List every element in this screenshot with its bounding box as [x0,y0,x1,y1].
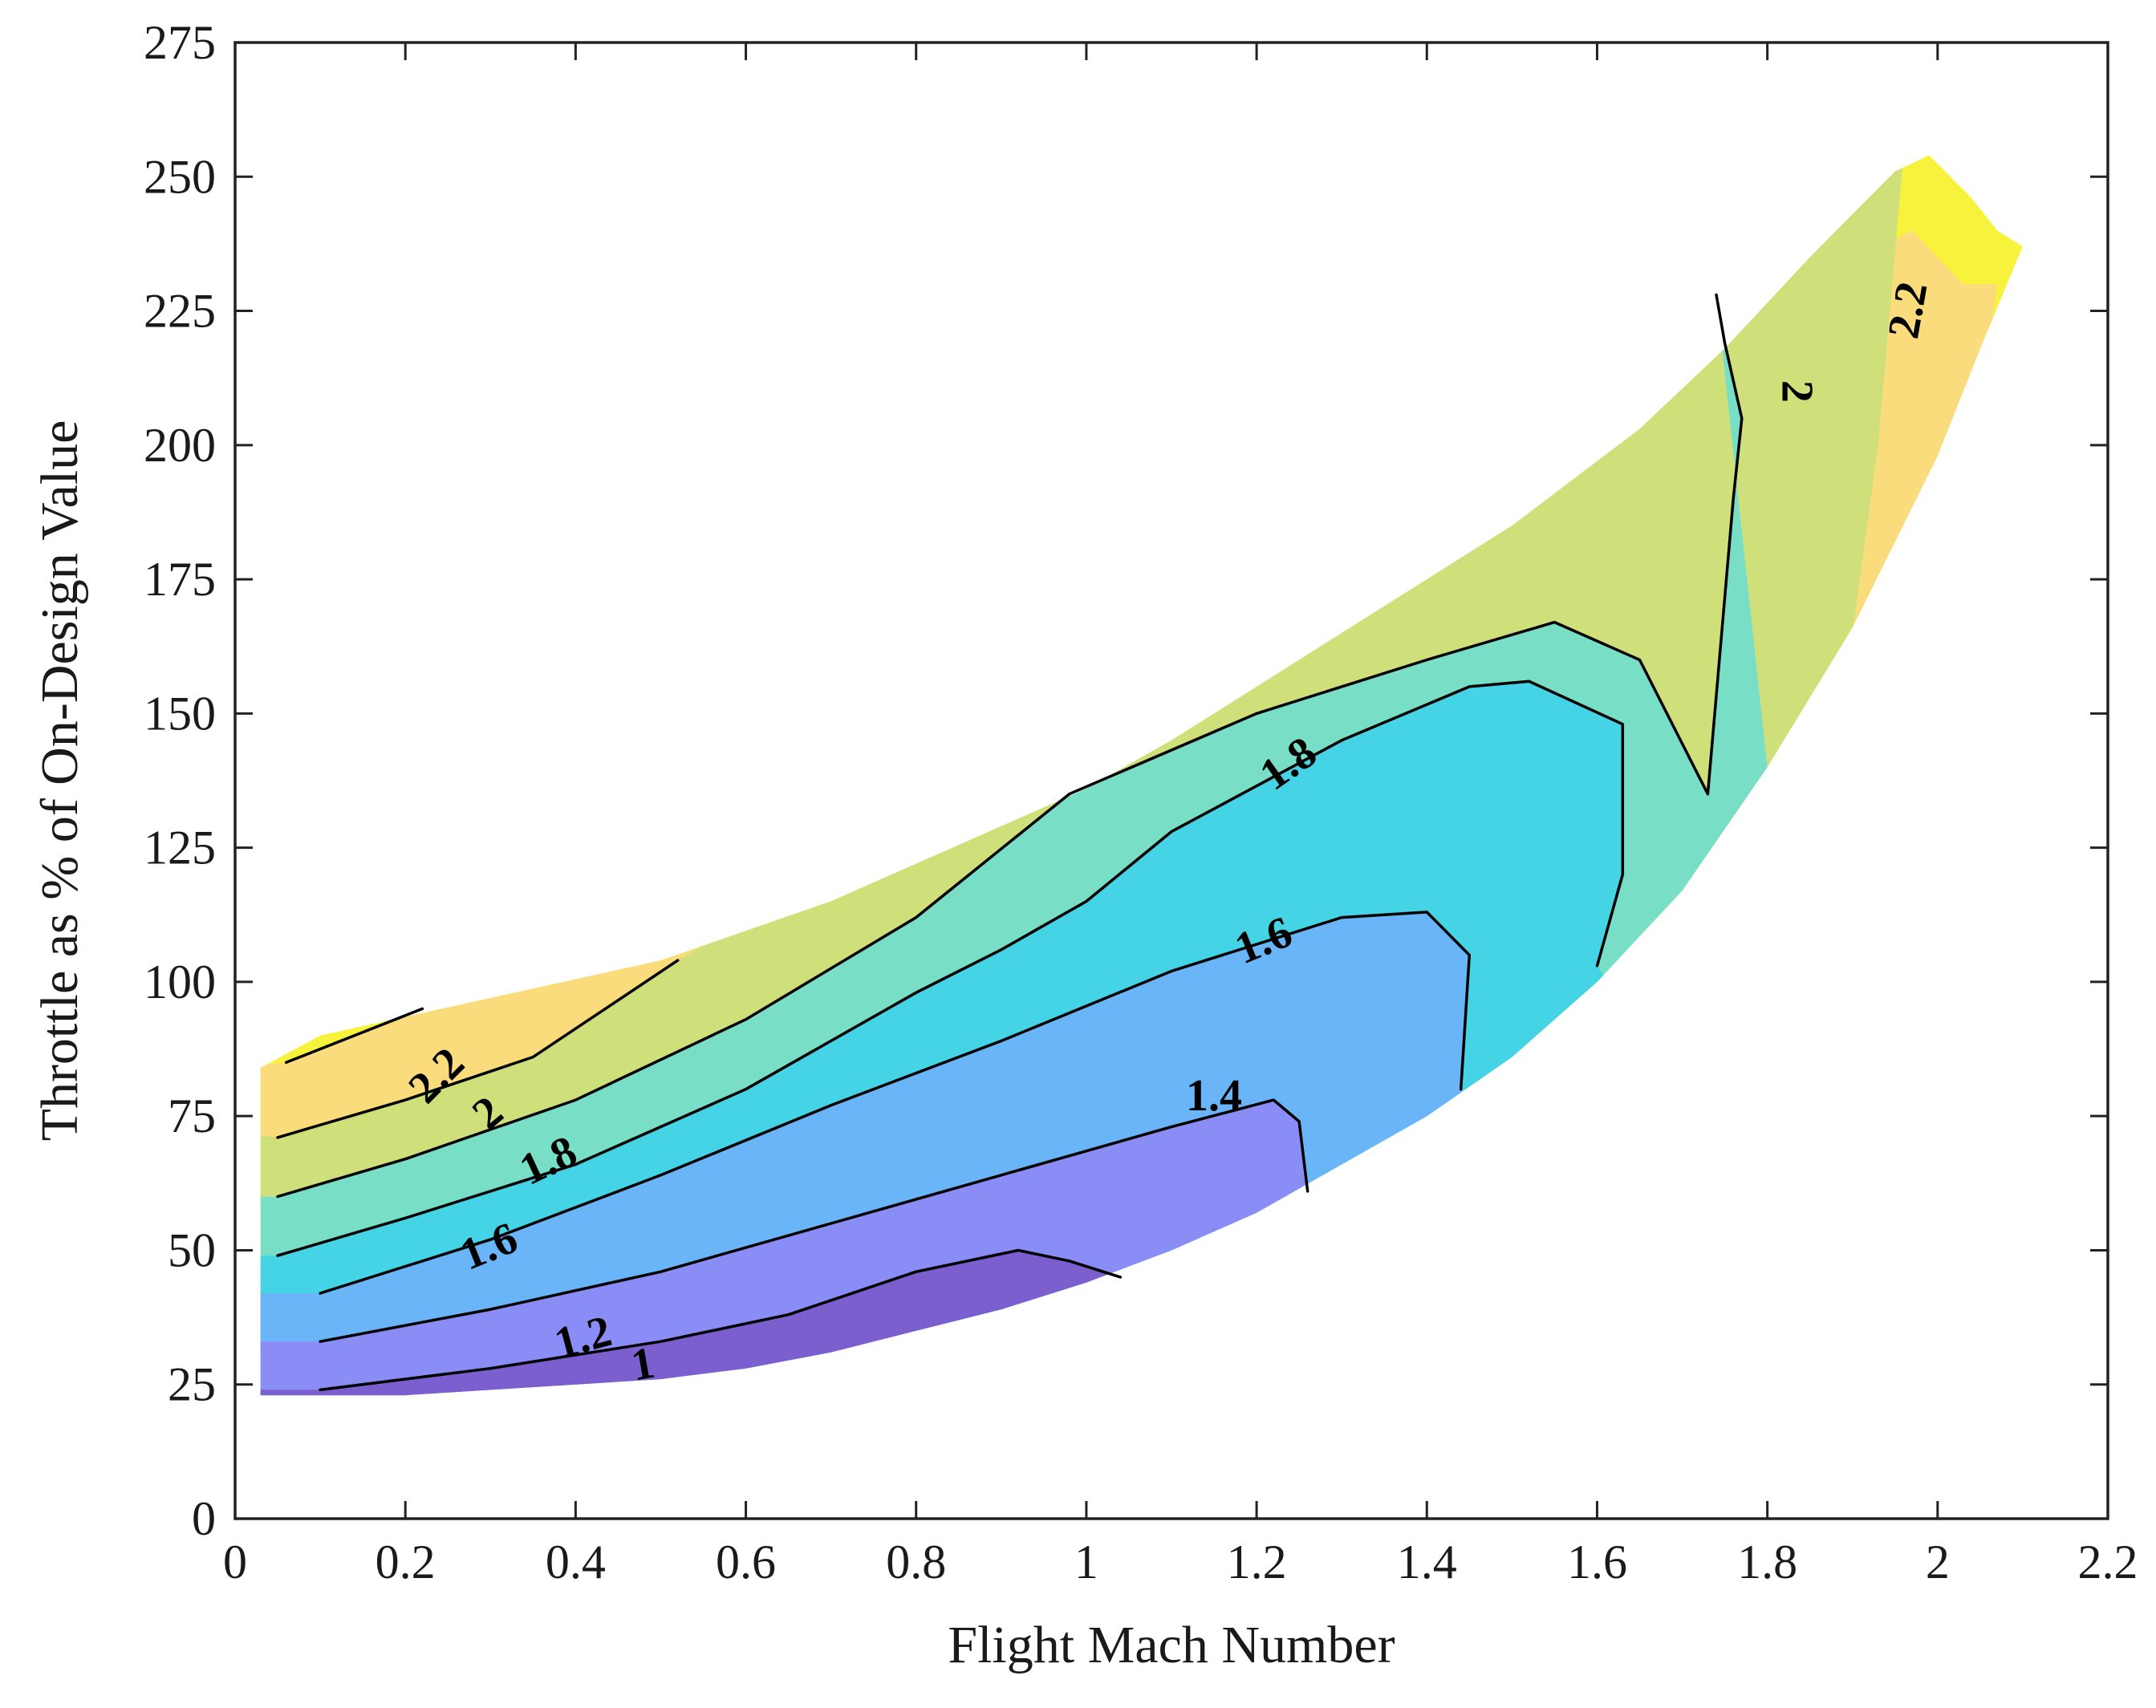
y-axis-ticks: 0 25 50 75 100 125 150 175 200 225 250 275 [144,16,2108,1545]
fill-band-<1 [260,1250,2023,1396]
x-tick-label: 2 [1926,1536,1950,1588]
y-tick-label: 225 [144,285,216,338]
x-tick-label: 0.6 [716,1536,776,1588]
x-tick-label: 1.6 [1567,1536,1627,1588]
x-tick-label: 0.8 [886,1536,946,1588]
y-tick-label: 100 [144,955,216,1008]
contour-line-2 [276,959,680,1139]
contour-line-2.2 [284,1007,424,1065]
contour-labels: 2.221.81.61.2 11.41.61.822.2 [399,278,1937,1391]
x-tick-label: 2.2 [2078,1536,2138,1588]
x-tick-label: 1.4 [1397,1536,1457,1588]
filled-contour-region [260,155,2023,1396]
y-tick-label: 200 [144,419,216,472]
x-tick-label: 0.4 [546,1536,606,1588]
plot-frame [233,41,2109,1520]
x-axis-ticks: 0 0.2 0.4 0.6 0.8 1 1.2 1.4 1.6 1.8 2 2.2 [223,43,2138,1588]
contour-line-1.2 [319,1098,1309,1343]
y-tick-label: 50 [168,1223,216,1276]
x-tick-label: 0.2 [376,1536,436,1588]
y-axis-label: Throttle as % of On-Design Value [30,420,89,1142]
x-tick-label: 1 [1074,1536,1098,1588]
contour-label: 1.4 [1186,1071,1242,1121]
contour-line-1.8 [276,293,1744,1199]
contour-label: 2 [1772,380,1822,403]
y-tick-label: 150 [144,687,216,740]
y-tick-label: 175 [144,553,216,606]
x-tick-label: 1.8 [1737,1536,1797,1588]
x-axis-label: Flight Mach Number [948,1616,1395,1674]
contour-line-1 [319,1248,1123,1392]
y-tick-label: 275 [144,16,216,69]
y-tick-label: 250 [144,150,216,203]
y-tick-label: 0 [192,1492,216,1545]
contour-label: 2.2 [1878,278,1937,343]
x-tick-label: 1.2 [1227,1536,1287,1588]
y-tick-label: 75 [168,1089,216,1142]
contour-line-1.4 [319,911,1472,1295]
y-tick-label: 125 [144,822,216,874]
x-tick-label: 0 [223,1536,247,1588]
contour-line-1.6 [276,680,1625,1257]
contour-lines [276,293,1744,1392]
y-tick-label: 25 [168,1358,216,1411]
